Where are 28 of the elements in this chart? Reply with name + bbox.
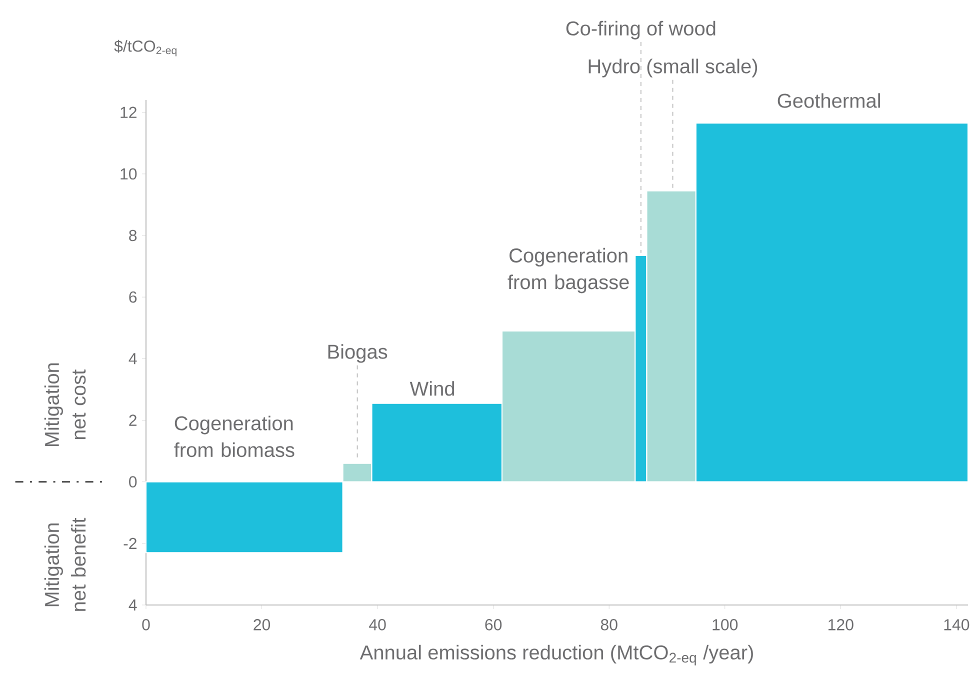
x-tick-label: 0 [142, 619, 150, 630]
annotation: Cogeneration from bagasse [508, 248, 629, 294]
text: Mitigation net cost [44, 363, 86, 446]
annotation: Co-firing of wood [566, 20, 716, 40]
x-tick-label: 80 [600, 619, 618, 630]
annotation: Geothermal [778, 93, 880, 108]
text: Mitigation net benefit [44, 518, 86, 611]
annotation: Cogeneration from biomass [174, 416, 294, 458]
y-tick-label: 4 [128, 600, 137, 611]
x-tick-label: 40 [369, 619, 386, 630]
y-tick-label: 8 [129, 230, 137, 242]
y-tick-label: 4 [128, 353, 137, 364]
y-axis-title: $/tCO$_{2-eq}$ [114, 40, 176, 56]
y-tick-label: 6 [129, 291, 137, 303]
y-tick-label: -2 [124, 538, 136, 549]
x-tick-label: 120 [828, 619, 854, 630]
y-tick-label: 2 [129, 414, 136, 426]
x-tick-label: 60 [485, 619, 502, 630]
y-tick-label: 10 [120, 168, 137, 180]
y-tick-label: 0 [129, 476, 137, 488]
annotation: Biogas [328, 344, 388, 363]
x-axis-title: Annual emissions reduction (MtCO$_{2-eq}$ /year) [360, 644, 753, 666]
x-tick-label: 100 [712, 619, 738, 630]
annotation: Hydro (small scale) [588, 58, 758, 78]
annotation: Wind [410, 381, 454, 396]
x-tick-label: 140 [944, 619, 970, 630]
y-tick-label: 12 [120, 106, 136, 118]
x-tick-label: 20 [254, 619, 270, 630]
